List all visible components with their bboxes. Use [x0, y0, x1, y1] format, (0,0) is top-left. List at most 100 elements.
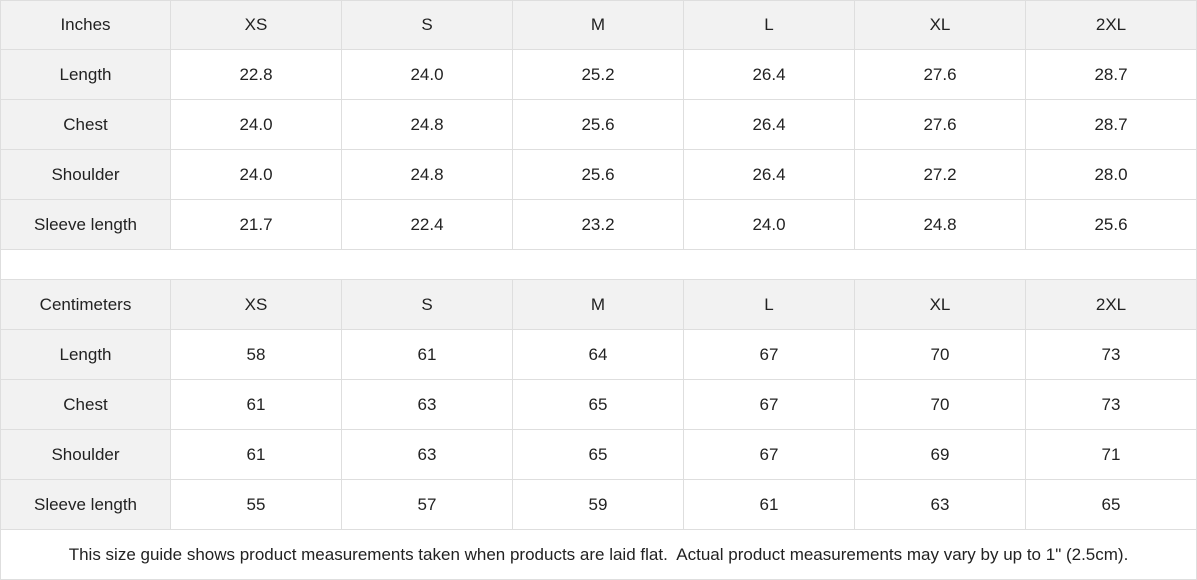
value-cell: 65 — [1026, 480, 1197, 530]
header-cell: M — [513, 280, 684, 330]
value-cell: 61 — [342, 330, 513, 380]
value-cell: 65 — [513, 430, 684, 480]
cell-text: 26.4 — [752, 64, 786, 84]
header-cell: Centimeters — [0, 280, 171, 330]
header-cell: L — [684, 0, 855, 50]
header-cell: XS — [171, 280, 342, 330]
header-cell: M — [513, 0, 684, 50]
value-cell: 58 — [171, 330, 342, 380]
value-cell: 63 — [855, 480, 1026, 530]
cell-text: 2XL — [1095, 15, 1127, 34]
cell-text: 55 — [246, 494, 266, 514]
header-cell: S — [342, 280, 513, 330]
value-cell: 24.8 — [342, 100, 513, 150]
cell-text: 23.2 — [581, 214, 615, 234]
cell-text: 69 — [930, 444, 950, 464]
cell-text: Inches — [60, 15, 111, 34]
cell-text: 26.4 — [752, 114, 786, 134]
cell-text: 73 — [1101, 344, 1121, 364]
value-cell: 59 — [513, 480, 684, 530]
value-cell: 26.4 — [684, 150, 855, 200]
cell-text: Shoulder — [51, 164, 120, 184]
row-label: Chest — [0, 380, 171, 430]
cell-text: 59 — [588, 494, 608, 514]
value-cell: 63 — [342, 430, 513, 480]
cell-text: S — [421, 15, 433, 34]
cell-text: 2XL — [1095, 294, 1127, 314]
cell-text: 65 — [1101, 494, 1121, 514]
value-cell: 24.0 — [342, 50, 513, 100]
cell-text: 24.8 — [410, 164, 444, 184]
cell-text: Chest — [63, 394, 108, 414]
value-cell: 61 — [684, 480, 855, 530]
row-label: Sleeve length — [0, 480, 171, 530]
cell-text: 28.0 — [1094, 164, 1128, 184]
value-cell: 64 — [513, 330, 684, 380]
cell-text: XL — [929, 15, 951, 34]
row-label: Sleeve length — [0, 200, 171, 250]
cell-text: 24.0 — [239, 164, 273, 184]
cell-text: Sleeve length — [33, 494, 138, 514]
value-cell: 24.8 — [855, 200, 1026, 250]
header-cell: XS — [171, 0, 342, 50]
value-cell: 24.0 — [684, 200, 855, 250]
value-cell: 71 — [1026, 430, 1197, 480]
row-label: Shoulder — [0, 430, 171, 480]
cell-text: 73 — [1101, 394, 1121, 414]
cell-text: 64 — [588, 344, 608, 364]
header-cell: 2XL — [1026, 0, 1197, 50]
value-cell: 21.7 — [171, 200, 342, 250]
value-cell: 26.4 — [684, 50, 855, 100]
cell-text: 25.6 — [1094, 214, 1128, 234]
cell-text: M — [590, 294, 606, 314]
row-label: Length — [0, 330, 171, 380]
cell-text: 63 — [930, 494, 950, 514]
cell-text: L — [764, 15, 774, 34]
cell-text: 61 — [246, 444, 266, 464]
value-cell: 69 — [855, 430, 1026, 480]
value-cell: 24.0 — [171, 150, 342, 200]
row-label: Shoulder — [0, 150, 171, 200]
cell-text: 61 — [246, 394, 266, 414]
cell-text: 57 — [417, 494, 437, 514]
cell-text: 70 — [930, 344, 950, 364]
cell-text: 63 — [417, 444, 437, 464]
cell-text: 24.8 — [410, 114, 444, 134]
value-cell: 25.6 — [513, 100, 684, 150]
header-cell: Inches — [0, 0, 171, 50]
cell-text: This size guide shows product measuremen… — [68, 544, 1129, 564]
value-cell: 28.0 — [1026, 150, 1197, 200]
value-cell: 23.2 — [513, 200, 684, 250]
cell-text: M — [590, 15, 606, 34]
value-cell: 25.6 — [1026, 200, 1197, 250]
cell-text: 71 — [1101, 444, 1121, 464]
cell-text: 27.6 — [923, 114, 957, 134]
value-cell: 27.6 — [855, 100, 1026, 150]
cell-text: 25.2 — [581, 64, 615, 84]
cell-text: L — [764, 294, 774, 314]
cell-text: 28.7 — [1094, 114, 1128, 134]
cell-text: 28.7 — [1094, 64, 1128, 84]
cell-text: 24.0 — [239, 114, 273, 134]
cell-text: 21.7 — [239, 214, 273, 234]
value-cell: 73 — [1026, 330, 1197, 380]
header-cell: L — [684, 280, 855, 330]
cell-text: Shoulder — [51, 444, 120, 464]
value-cell: 57 — [342, 480, 513, 530]
cell-text: Length — [59, 64, 112, 84]
cell-text: Length — [59, 344, 112, 364]
cell-text: 26.4 — [752, 164, 786, 184]
header-cell: XL — [855, 280, 1026, 330]
cell-text: 24.0 — [752, 214, 786, 234]
cell-text: 61 — [417, 344, 437, 364]
cell-text: 67 — [759, 444, 779, 464]
value-cell: 73 — [1026, 380, 1197, 430]
value-cell: 55 — [171, 480, 342, 530]
cell-text: XL — [929, 294, 951, 314]
header-cell: S — [342, 0, 513, 50]
cell-text: S — [421, 294, 433, 314]
value-cell: 28.7 — [1026, 100, 1197, 150]
value-cell: 27.6 — [855, 50, 1026, 100]
header-cell: 2XL — [1026, 280, 1197, 330]
value-cell: 61 — [171, 380, 342, 430]
